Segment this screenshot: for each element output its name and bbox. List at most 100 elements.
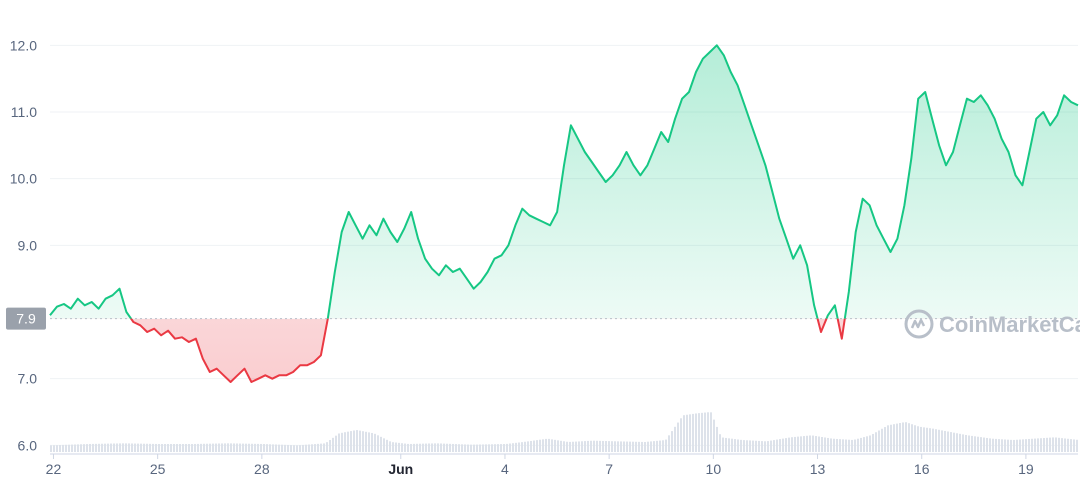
volume-bar <box>881 428 883 452</box>
volume-bar <box>320 443 322 452</box>
y-tick-label: 10.0 <box>10 171 37 187</box>
volume-bar <box>53 445 55 452</box>
volume-bar <box>449 443 451 452</box>
volume-bar <box>578 441 580 452</box>
volume-bar <box>413 443 415 452</box>
volume-bar <box>77 444 79 452</box>
volume-bar <box>641 441 643 452</box>
volume-bar <box>1076 439 1078 452</box>
volume-bar <box>911 424 913 452</box>
volume-bar <box>422 443 424 452</box>
volume-bar <box>917 426 919 452</box>
volume-bar <box>113 443 115 452</box>
volume-bar <box>674 426 676 452</box>
volume-bar <box>155 443 157 452</box>
volume-bar <box>1040 438 1042 452</box>
volume-bar <box>233 443 235 452</box>
volume-bar <box>710 412 712 452</box>
volume-bar <box>425 443 427 452</box>
volume-bar <box>761 441 763 452</box>
volume-bar <box>269 444 271 452</box>
volume-bars <box>50 412 1078 452</box>
volume-bar <box>392 442 394 452</box>
volume-bar <box>347 431 349 452</box>
volume-bar <box>470 444 472 452</box>
volume-bar <box>1022 439 1024 452</box>
volume-bar <box>1010 439 1012 452</box>
volume-bar <box>992 438 994 452</box>
volume-bar <box>653 441 655 452</box>
volume-bar <box>524 441 526 452</box>
volume-bar <box>458 444 460 452</box>
volume-bar <box>764 441 766 452</box>
volume-bar <box>131 443 133 452</box>
volume-bar <box>1025 439 1027 452</box>
volume-bar <box>719 434 721 452</box>
volume-bar <box>212 443 214 452</box>
volume-bar <box>728 438 730 452</box>
volume-bar <box>584 441 586 452</box>
x-axis: 22 25 28 Jun 4 7 10 13 16 19 <box>46 453 1078 477</box>
volume-bar <box>860 437 862 452</box>
volume-bar <box>560 440 562 452</box>
volume-bar <box>875 432 877 452</box>
volume-bar <box>779 439 781 452</box>
x-tick-label: 22 <box>46 461 62 477</box>
volume-bar <box>566 441 568 452</box>
volume-bar <box>767 441 769 452</box>
volume-bar <box>353 430 355 452</box>
volume-bar <box>1064 438 1066 452</box>
x-tick-label: 10 <box>706 461 722 477</box>
volume-bar <box>248 443 250 452</box>
volume-bar <box>386 439 388 452</box>
volume-bar <box>98 443 100 452</box>
volume-bar <box>839 439 841 452</box>
volume-bar <box>1019 439 1021 452</box>
volume-bar <box>236 443 238 452</box>
y-tick-label: 6.0 <box>18 437 38 453</box>
baseline-badge-label: 7.9 <box>16 311 36 327</box>
volume-bar <box>146 443 148 452</box>
volume-bar <box>149 443 151 452</box>
volume-bar <box>1016 439 1018 452</box>
volume-bar <box>659 440 661 452</box>
volume-bar <box>434 443 436 452</box>
volume-bar <box>272 444 274 452</box>
volume-bar <box>443 443 445 452</box>
volume-bar <box>1043 438 1045 452</box>
price-area-up-fill <box>50 45 1078 319</box>
volume-bar <box>284 444 286 452</box>
price-line-up <box>49 44 1079 319</box>
volume-bar <box>716 426 718 452</box>
volume-bar <box>371 432 373 452</box>
volume-bar <box>977 436 979 452</box>
volume-bar <box>581 441 583 452</box>
volume-bar <box>680 418 682 452</box>
volume-bar <box>461 444 463 452</box>
volume-bar <box>254 443 256 452</box>
volume-bar <box>485 444 487 452</box>
volume-bar <box>464 444 466 452</box>
volume-bar <box>803 436 805 452</box>
volume-bar <box>401 443 403 452</box>
volume-bar <box>770 440 772 452</box>
volume-bar <box>554 439 556 452</box>
volume-bar <box>65 444 67 452</box>
volume-bar <box>179 444 181 452</box>
volume-bar <box>293 445 295 452</box>
volume-bar <box>731 438 733 452</box>
volume-bar <box>908 423 910 452</box>
volume-bar <box>482 444 484 452</box>
volume-bar <box>362 431 364 452</box>
volume-bar <box>83 444 85 452</box>
volume-bar <box>971 435 973 452</box>
volume-bar <box>62 444 64 452</box>
volume-bar <box>620 441 622 452</box>
volume-bar <box>395 442 397 452</box>
volume-bar <box>521 442 523 452</box>
volume-bar <box>662 440 664 452</box>
volume-bar <box>866 436 868 452</box>
volume-bar <box>1061 438 1063 452</box>
volume-bar <box>836 438 838 452</box>
volume-bar <box>503 444 505 452</box>
